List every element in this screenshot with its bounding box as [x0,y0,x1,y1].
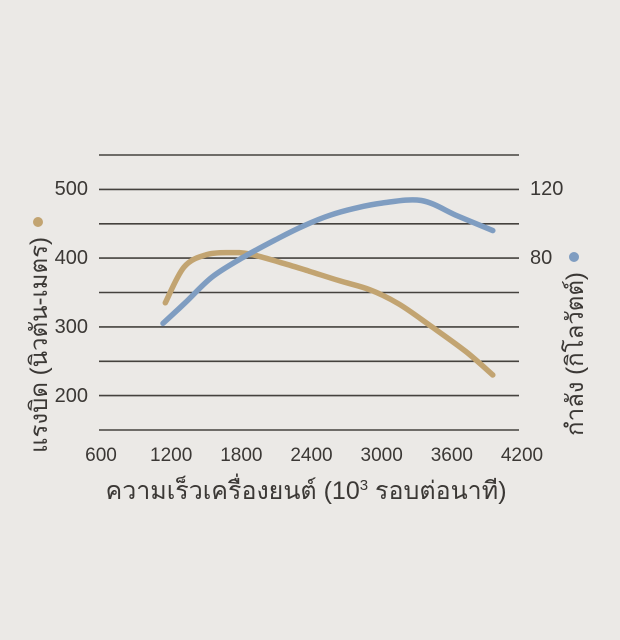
x-axis-tick-label: 2400 [290,445,333,466]
right-axis-tick-label: 80 [530,247,553,270]
x-axis-tick-label: 3000 [360,445,403,466]
torque-curve [162,249,496,378]
left-axis-tick-label: 400 [54,247,88,270]
left-axis-title: แรงบิด (นิวตัน-เมตร) [21,217,55,453]
x-axis-tick-label: 4200 [500,445,544,466]
left-axis-tick-label: 300 [54,315,88,338]
power-series-marker-dot [569,252,579,263]
left-axis-title-label: แรงบิด (นิวตัน-เมตร) [25,237,53,453]
x-axis-title-prefix: ความเร็วเครื่องยนต์ (10 [105,477,360,505]
x-axis-title-superscript: 3 [359,477,369,494]
x-axis-title-suffix: รอบต่อนาที) [368,477,507,505]
left-axis-tick-label: 200 [54,384,88,407]
right-axis-tick-label: 120 [530,178,564,201]
right-axis-title: กำลัง (กิโลวัตต์) [557,244,591,444]
x-axis-tick-label: 1800 [220,445,263,466]
right-axis-title-label: กำลัง (กิโลวัตต์) [561,272,589,436]
x-axis-tick-label: 3600 [430,445,473,466]
power-curve [160,197,496,327]
x-axis-title: ความเร็วเครื่องยนต์ (103 รอบต่อนาที) [0,471,616,511]
left-axis-tick-label: 500 [54,178,88,201]
x-axis-tick-label: 1200 [150,445,193,466]
torque-series-marker-dot [33,217,43,228]
x-axis-tick-label: 600 [85,445,117,466]
